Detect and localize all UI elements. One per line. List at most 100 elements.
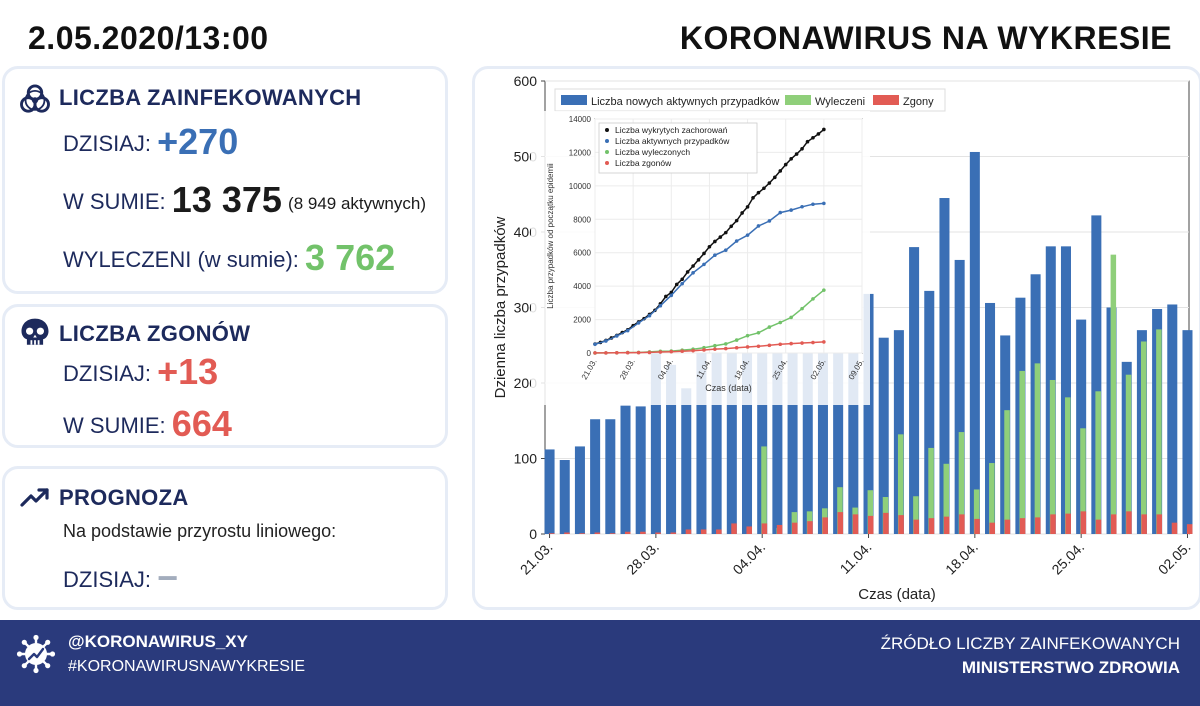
inset-point [713, 239, 717, 244]
inset-point [800, 204, 804, 209]
inset-y-tick-label: 14000 [569, 115, 592, 124]
inset-point [822, 340, 826, 344]
deaths-total-label: W SUMIE: [63, 413, 166, 438]
bar-new-active [1076, 319, 1087, 534]
forecast-today-row: DZISIAJ: − [63, 557, 178, 599]
inset-legend-marker [605, 139, 609, 143]
infected-active-note: (8 949 aktywnych) [288, 194, 426, 213]
bar-recovered [1095, 391, 1101, 534]
deaths-card: LICZBA ZGONÓW DZISIAJ: +13 W SUMIE: 664 [2, 304, 448, 448]
bar-deaths [1065, 513, 1071, 534]
inset-point [811, 135, 815, 140]
inset-point [604, 339, 608, 343]
bar-deaths [974, 518, 980, 534]
footer-source-name: MINISTERSTWO ZDROWIA [961, 658, 1180, 677]
inset-point [658, 350, 663, 354]
y-tick-label: 100 [514, 451, 538, 467]
inset-point [745, 345, 750, 349]
inset-legend-label: Liczba aktywnych przypadków [615, 136, 730, 146]
bar-deaths [1035, 517, 1041, 534]
inset-point [723, 342, 728, 346]
bar-recovered [1065, 397, 1071, 534]
deaths-today-value: +13 [157, 351, 219, 392]
bar-new-active [696, 340, 707, 534]
infected-total-value: 13 375 [171, 179, 282, 220]
bar-new-active [574, 446, 585, 534]
bar-deaths [594, 532, 601, 534]
inset-point [669, 293, 674, 298]
bar-new-active [772, 299, 783, 534]
bar-deaths [776, 524, 783, 534]
inset-point [614, 334, 619, 338]
inset-point [636, 350, 641, 355]
bar-deaths [1171, 522, 1178, 534]
inset-legend-marker [605, 150, 609, 154]
inset-point [767, 343, 772, 348]
inset-point [794, 152, 799, 156]
inset-point [822, 201, 826, 206]
inset-point [647, 350, 652, 355]
inset-point [767, 219, 772, 223]
inset-point [800, 306, 804, 311]
inset-point [713, 253, 717, 258]
y-tick-label: 0 [529, 526, 537, 542]
bar-new-active [559, 460, 570, 534]
inset-point [669, 349, 674, 354]
inset-point [702, 251, 706, 256]
bar-deaths [989, 522, 995, 534]
main-legend-swatch [785, 95, 811, 105]
inset-point [702, 262, 706, 267]
infected-today-row: DZISIAJ: +270 [63, 121, 238, 163]
bar-deaths [685, 529, 692, 534]
inset-point [680, 349, 684, 354]
inset-point [734, 338, 739, 342]
bar-recovered [1019, 370, 1025, 534]
bar-new-active [969, 151, 980, 534]
inset-point [723, 346, 728, 351]
inset-point [713, 343, 717, 348]
bar-new-active [924, 290, 935, 534]
bar-new-active [605, 419, 616, 534]
inset-point [723, 248, 728, 253]
inset-point [713, 347, 717, 351]
inset-y-tick-label: 4000 [573, 282, 591, 291]
inset-y-tick-label: 10000 [569, 182, 592, 191]
bar-deaths [1019, 518, 1026, 534]
virus-logo-icon [16, 634, 56, 674]
bar-recovered [1156, 329, 1162, 534]
bar-new-active [863, 293, 874, 534]
inset-point [811, 202, 815, 207]
bar-recovered [913, 496, 919, 534]
bar-deaths [928, 518, 935, 534]
infected-title: LICZBA ZAINFEKOWANYCH [59, 85, 362, 110]
bar-deaths [959, 514, 965, 534]
bar-deaths [867, 515, 874, 534]
deaths-today-row: DZISIAJ: +13 [63, 351, 218, 393]
bar-deaths [1186, 524, 1193, 534]
inset-point [789, 315, 793, 320]
bar-new-active [1182, 330, 1193, 534]
inset-point [789, 341, 793, 346]
biohazard-icon [20, 84, 50, 113]
inset-point [604, 351, 608, 355]
bar-recovered [1080, 428, 1086, 534]
bar-recovered [761, 446, 767, 534]
inset-point [702, 348, 706, 352]
bar-new-active [1091, 215, 1102, 534]
inset-point [756, 224, 761, 228]
bar-deaths [822, 517, 828, 534]
bar-deaths [716, 529, 722, 534]
inset-point [751, 195, 755, 200]
inset-point [723, 230, 728, 235]
bar-new-active [620, 405, 631, 534]
inset-point [614, 350, 619, 355]
deaths-total-value: 664 [171, 403, 232, 444]
inset-point [593, 351, 597, 355]
bar-recovered [1004, 410, 1010, 534]
bar-recovered [1125, 374, 1132, 534]
inset-point [805, 139, 810, 144]
chart-card: 0 100 200 300 400 500 600 21.03. 28.03. 04.04. 11.… [472, 66, 1200, 610]
inset-point [593, 342, 597, 347]
footer-hashtag: #KORONAWIRUSNAWYKRESIE [68, 658, 306, 675]
bar-deaths [564, 532, 570, 534]
